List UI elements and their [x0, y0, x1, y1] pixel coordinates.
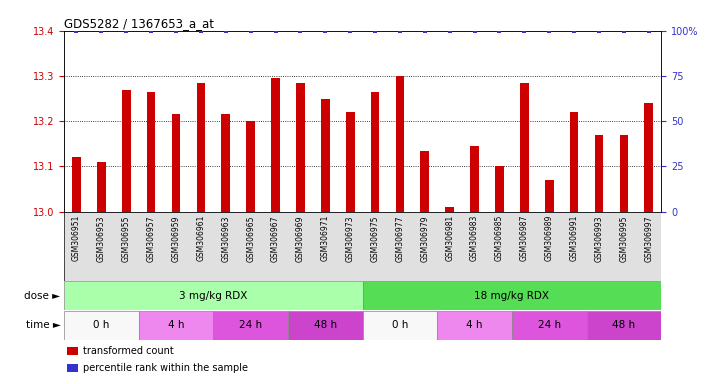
- Text: GSM306975: GSM306975: [370, 215, 380, 262]
- Bar: [587, 311, 661, 340]
- Text: GSM306983: GSM306983: [470, 215, 479, 262]
- Text: GSM306955: GSM306955: [122, 215, 131, 262]
- Text: GSM306981: GSM306981: [445, 215, 454, 261]
- Text: GSM306959: GSM306959: [171, 215, 181, 262]
- Bar: [512, 311, 587, 340]
- Bar: [67, 347, 77, 355]
- Bar: [520, 83, 529, 212]
- Bar: [437, 311, 512, 340]
- Bar: [122, 89, 131, 212]
- Bar: [64, 311, 139, 340]
- Text: GSM306993: GSM306993: [594, 215, 604, 262]
- Text: GSM306953: GSM306953: [97, 215, 106, 262]
- Text: GSM306965: GSM306965: [246, 215, 255, 262]
- Text: GSM306973: GSM306973: [346, 215, 355, 262]
- Bar: [246, 121, 255, 212]
- Text: 24 h: 24 h: [239, 320, 262, 331]
- Text: GSM306963: GSM306963: [221, 215, 230, 262]
- Bar: [420, 151, 429, 212]
- Bar: [570, 112, 579, 212]
- Text: GSM306951: GSM306951: [72, 215, 81, 262]
- Text: GSM306995: GSM306995: [619, 215, 629, 262]
- Bar: [67, 364, 77, 372]
- Bar: [545, 180, 554, 212]
- Text: GSM306991: GSM306991: [570, 215, 579, 262]
- Text: transformed count: transformed count: [83, 346, 174, 356]
- Bar: [271, 78, 280, 212]
- Bar: [363, 311, 437, 340]
- Text: GSM306967: GSM306967: [271, 215, 280, 262]
- Bar: [196, 83, 205, 212]
- Text: 48 h: 48 h: [612, 320, 636, 331]
- Bar: [363, 281, 661, 310]
- Text: 0 h: 0 h: [93, 320, 109, 331]
- Bar: [346, 112, 355, 212]
- Text: GSM306969: GSM306969: [296, 215, 305, 262]
- Text: 3 mg/kg RDX: 3 mg/kg RDX: [179, 291, 247, 301]
- Bar: [296, 83, 305, 212]
- Text: GSM306961: GSM306961: [196, 215, 205, 262]
- Bar: [445, 207, 454, 212]
- Bar: [213, 311, 288, 340]
- Text: 18 mg/kg RDX: 18 mg/kg RDX: [474, 291, 550, 301]
- Text: GSM306971: GSM306971: [321, 215, 330, 262]
- Text: GSM306985: GSM306985: [495, 215, 504, 262]
- Bar: [495, 166, 504, 212]
- Text: GSM306957: GSM306957: [146, 215, 156, 262]
- Text: GDS5282 / 1367653_a_at: GDS5282 / 1367653_a_at: [64, 17, 214, 30]
- Bar: [470, 146, 479, 212]
- Text: 0 h: 0 h: [392, 320, 408, 331]
- Text: 4 h: 4 h: [168, 320, 184, 331]
- Bar: [395, 76, 405, 212]
- Bar: [146, 92, 156, 212]
- Text: GSM306997: GSM306997: [644, 215, 653, 262]
- Bar: [619, 135, 629, 212]
- Text: GSM306987: GSM306987: [520, 215, 529, 262]
- Bar: [370, 92, 380, 212]
- Bar: [97, 162, 106, 212]
- Bar: [171, 114, 181, 212]
- Text: time ►: time ►: [26, 320, 60, 331]
- Bar: [288, 311, 363, 340]
- Text: 24 h: 24 h: [538, 320, 561, 331]
- Text: GSM306979: GSM306979: [420, 215, 429, 262]
- Text: dose ►: dose ►: [24, 291, 60, 301]
- Bar: [321, 99, 330, 212]
- Bar: [139, 311, 213, 340]
- Text: GSM306977: GSM306977: [395, 215, 405, 262]
- Bar: [221, 114, 230, 212]
- Bar: [64, 281, 363, 310]
- Bar: [72, 157, 81, 212]
- Text: 48 h: 48 h: [314, 320, 337, 331]
- Text: GSM306989: GSM306989: [545, 215, 554, 262]
- Bar: [644, 103, 653, 212]
- Bar: [594, 135, 604, 212]
- Text: percentile rank within the sample: percentile rank within the sample: [83, 363, 248, 373]
- Text: 4 h: 4 h: [466, 320, 483, 331]
